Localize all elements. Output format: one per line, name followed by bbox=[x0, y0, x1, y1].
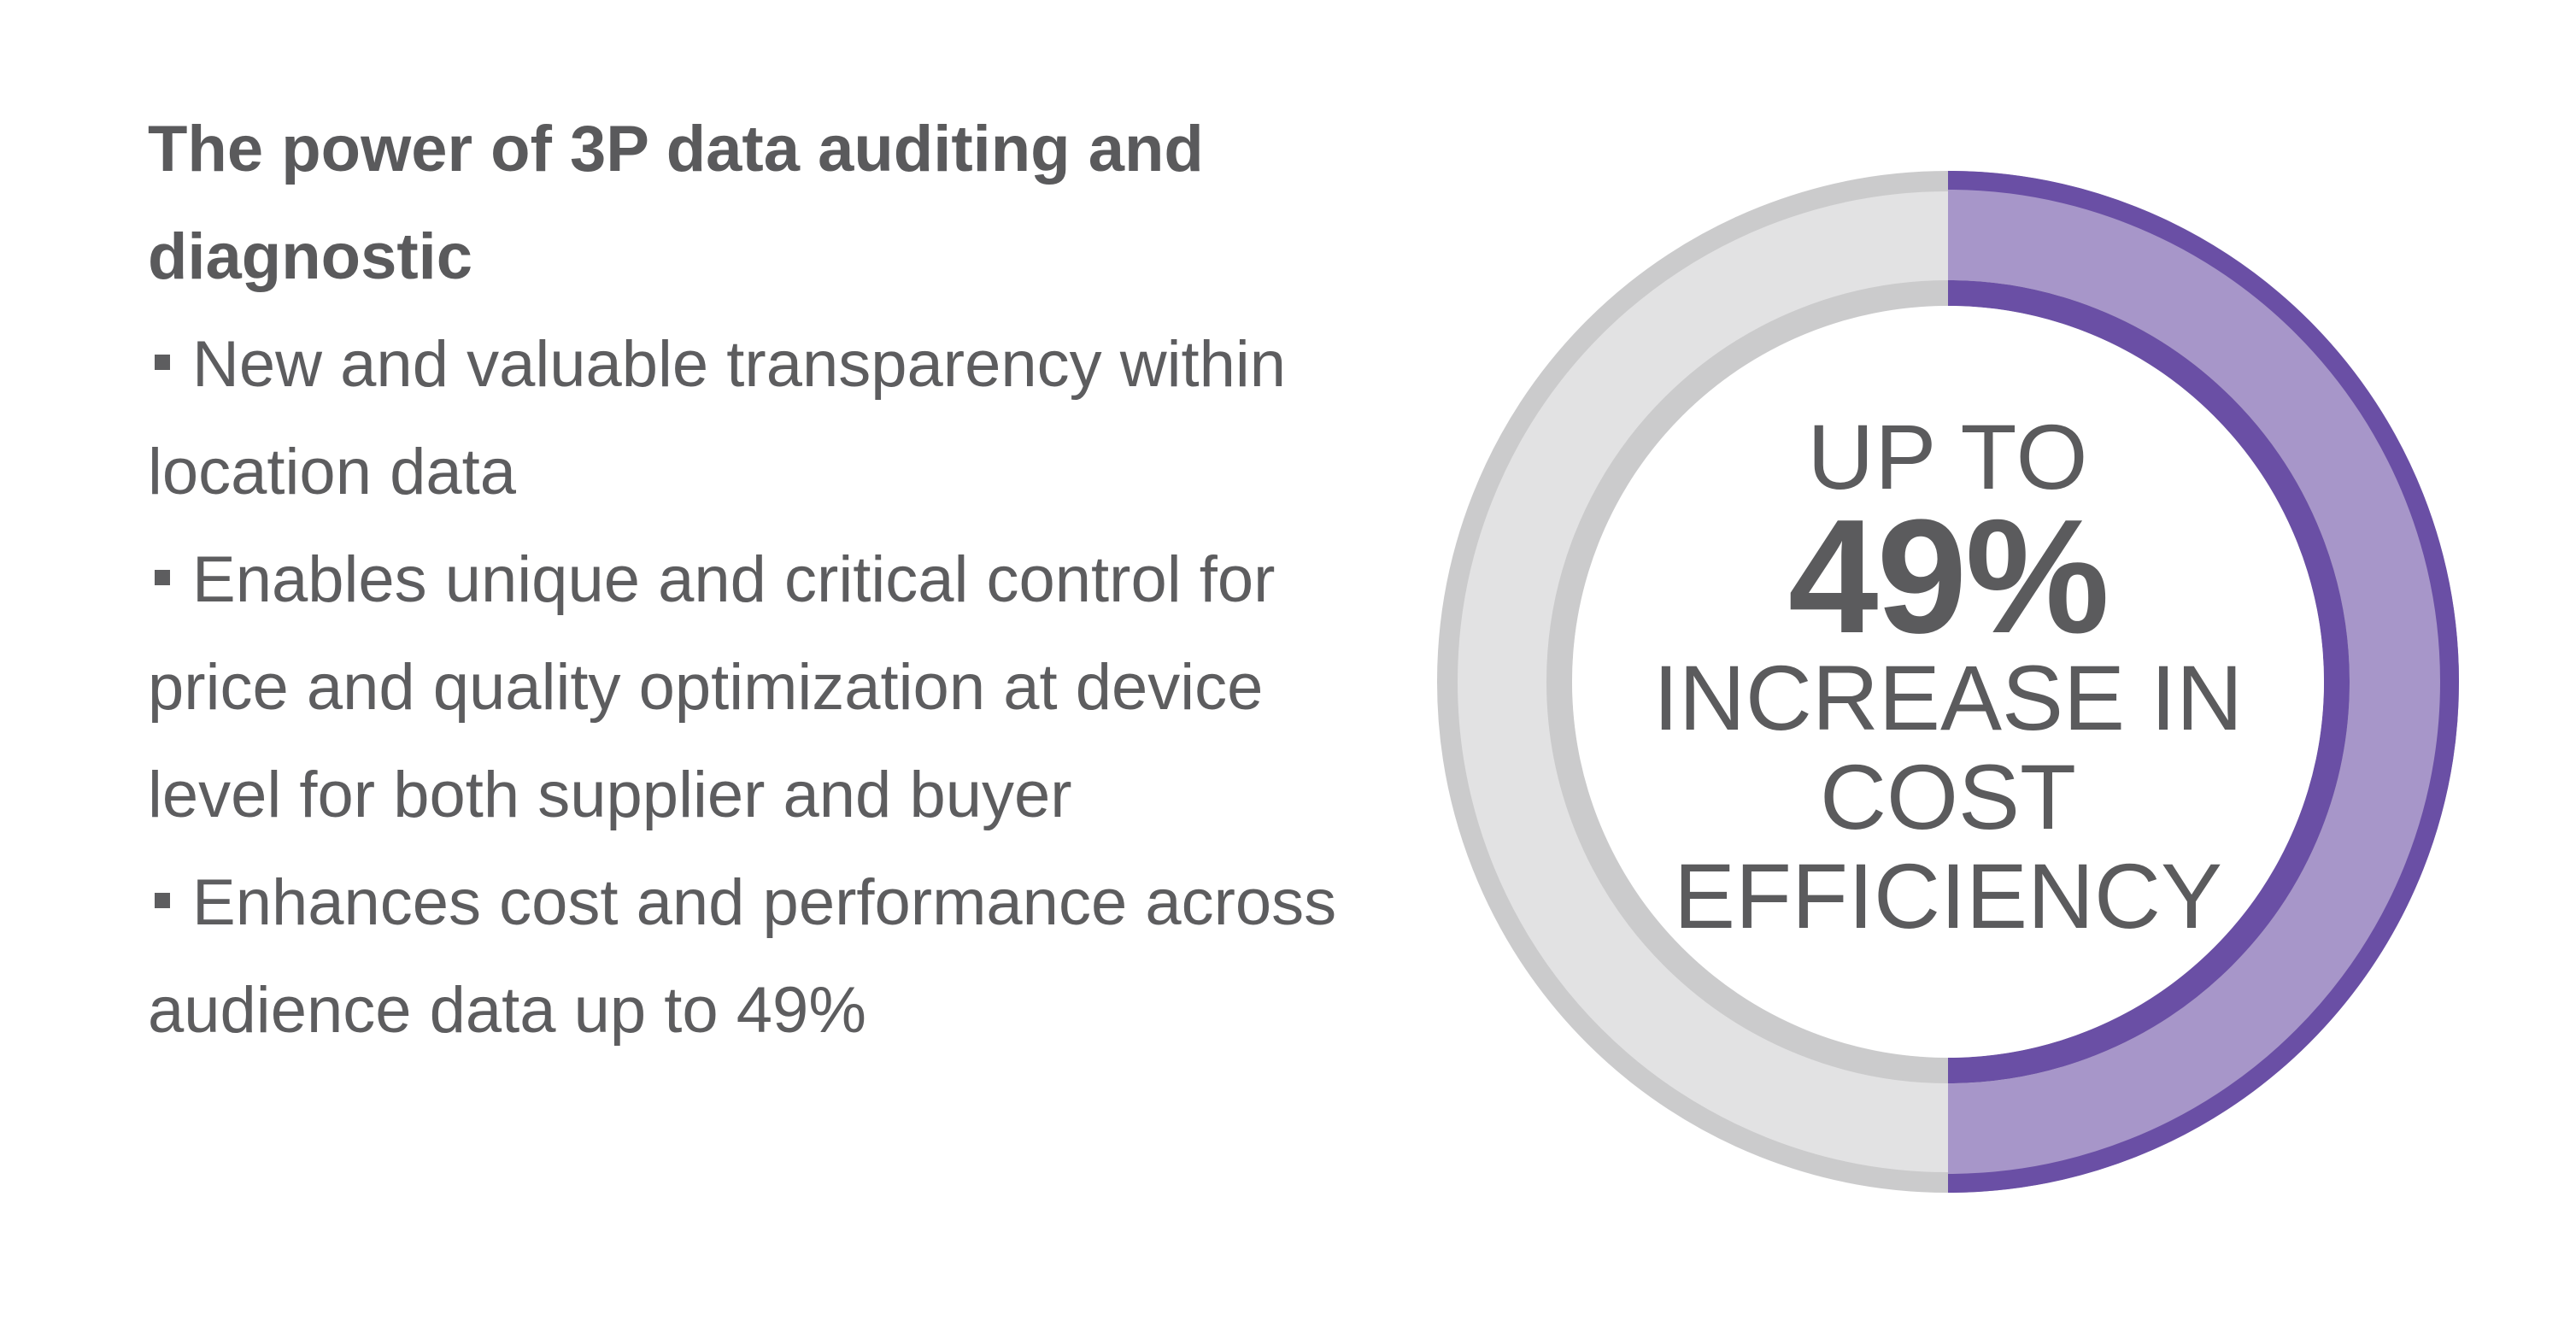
stat-caption: INCREASE IN COST EFFICIENCY bbox=[1652, 646, 2244, 947]
stat-prefix: UP TO bbox=[1807, 405, 2089, 508]
list-item-text: New and valuable transparency within loc… bbox=[148, 328, 1287, 508]
feature-list: New and valuable transparency within loc… bbox=[148, 311, 1361, 1065]
ring-center bbox=[1572, 306, 2324, 1058]
list-item: Enhances cost and performance across aud… bbox=[148, 849, 1361, 1065]
square-bullet-icon bbox=[155, 354, 170, 370]
list-item: New and valuable transparency within loc… bbox=[148, 311, 1361, 526]
ring-fill bbox=[1948, 171, 2459, 1193]
list-item-text: Enhances cost and performance across aud… bbox=[148, 866, 1337, 1047]
stat-donut: UP TO 49% INCREASE IN COST EFFICIENCY bbox=[1435, 169, 2461, 1194]
square-bullet-icon bbox=[155, 569, 170, 585]
section-heading: The power of 3P data auditing and diagno… bbox=[148, 113, 1204, 293]
stat-value: 49% bbox=[1787, 486, 2110, 667]
progress-ring bbox=[1437, 171, 2459, 1193]
stat-label: UP TO 49% INCREASE IN COST EFFICIENCY bbox=[1435, 169, 2461, 1194]
ring-fill-outer-edge bbox=[1947, 171, 2459, 1193]
feature-text-block: The power of 3P data auditing and diagno… bbox=[148, 96, 1361, 1065]
square-bullet-icon bbox=[155, 892, 170, 908]
list-item: Enables unique and critical control for … bbox=[148, 526, 1361, 849]
list-item-text: Enables unique and critical control for … bbox=[148, 543, 1276, 831]
ring-fill-inner-edge bbox=[1947, 280, 2350, 1083]
